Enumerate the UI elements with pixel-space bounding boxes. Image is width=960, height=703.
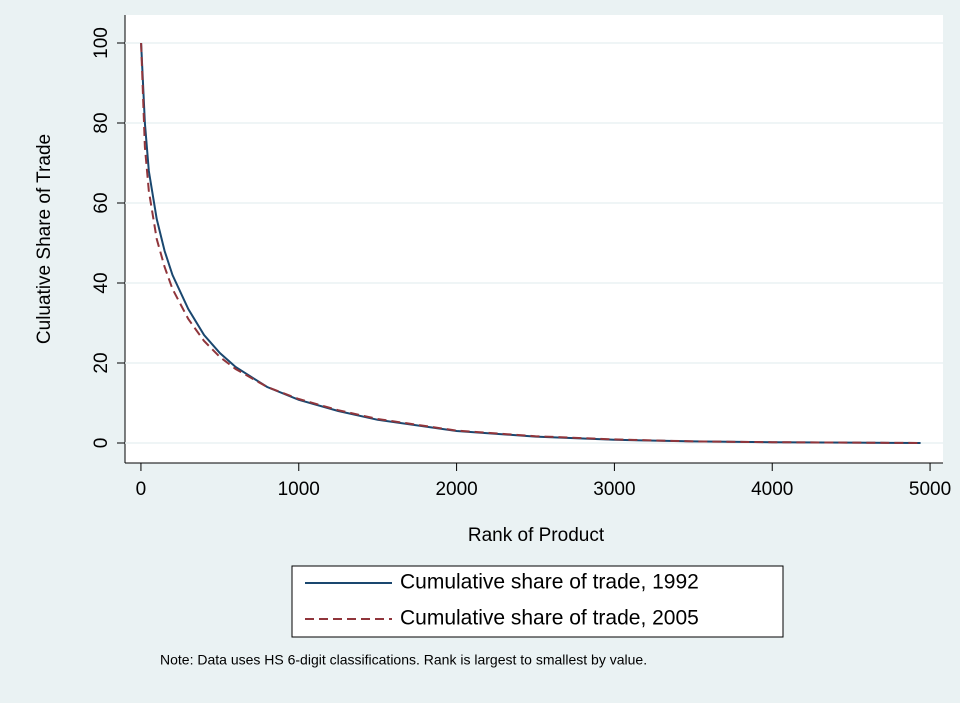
y-tick-label: 20 xyxy=(91,352,112,373)
legend-label: Cumulative share of trade, 1992 xyxy=(400,571,699,594)
note: Note: Data uses HS 6-digit classificatio… xyxy=(160,652,647,668)
y-tick-label: 100 xyxy=(91,27,112,59)
y-tick-label: 60 xyxy=(91,192,112,213)
legend-label: Cumulative share of trade, 2005 xyxy=(400,607,699,630)
legend xyxy=(291,565,784,638)
x-tick-label: 2000 xyxy=(435,479,477,500)
x-axis-title: Rank of Product xyxy=(468,525,605,546)
plot-area xyxy=(125,15,943,463)
y-axis-title: Culuative Share of Trade xyxy=(34,134,55,344)
y-tick-label: 80 xyxy=(91,112,112,133)
x-tick-label: 1000 xyxy=(278,479,320,500)
x-tick-label: 4000 xyxy=(751,479,793,500)
y-tick-label: 40 xyxy=(91,272,112,293)
x-tick-label: 0 xyxy=(136,479,147,500)
series-line xyxy=(140,42,921,444)
x-tick-label: 5000 xyxy=(909,479,951,500)
y-tick-label: 0 xyxy=(91,438,112,449)
x-tick-label: 3000 xyxy=(593,479,635,500)
